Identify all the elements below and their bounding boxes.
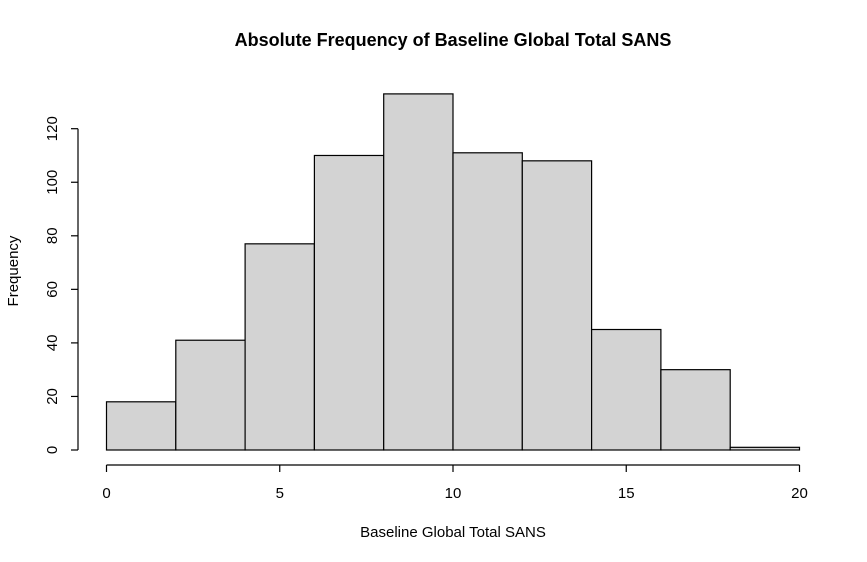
histogram-bar xyxy=(660,369,731,451)
x-tick-label: 15 xyxy=(618,485,635,502)
histogram-bar xyxy=(105,401,177,451)
histogram-bar xyxy=(521,160,593,451)
y-tick-label: 100 xyxy=(44,170,61,195)
histogram-bar xyxy=(244,243,316,451)
y-tick-label: 40 xyxy=(44,335,61,352)
y-tick-label: 80 xyxy=(44,227,61,244)
x-tick-label: 0 xyxy=(102,485,110,502)
x-axis: 0 5 10 15 20 xyxy=(102,464,808,502)
y-tick-label: 120 xyxy=(44,116,61,141)
histogram-bar xyxy=(452,152,523,451)
y-axis: 0 20 40 60 80 100 120 xyxy=(44,116,79,454)
x-tick-label: 20 xyxy=(791,485,808,502)
histogram-bar xyxy=(175,339,246,451)
x-tick-label: 10 xyxy=(445,485,462,502)
histogram-bar xyxy=(590,328,662,451)
chart-title: Absolute Frequency of Baseline Global To… xyxy=(235,30,672,50)
y-axis-label: Frequency xyxy=(5,235,22,306)
x-tick-label: 5 xyxy=(276,485,284,502)
y-tick-label: 20 xyxy=(44,388,61,405)
y-tick-label: 0 xyxy=(44,446,61,454)
histogram-bar xyxy=(383,93,454,451)
x-axis-label: Baseline Global Total SANS xyxy=(360,524,546,541)
histogram-bar xyxy=(313,154,385,451)
histogram-bar xyxy=(729,446,801,451)
bars-group xyxy=(105,93,801,451)
y-tick-label: 60 xyxy=(44,281,61,298)
